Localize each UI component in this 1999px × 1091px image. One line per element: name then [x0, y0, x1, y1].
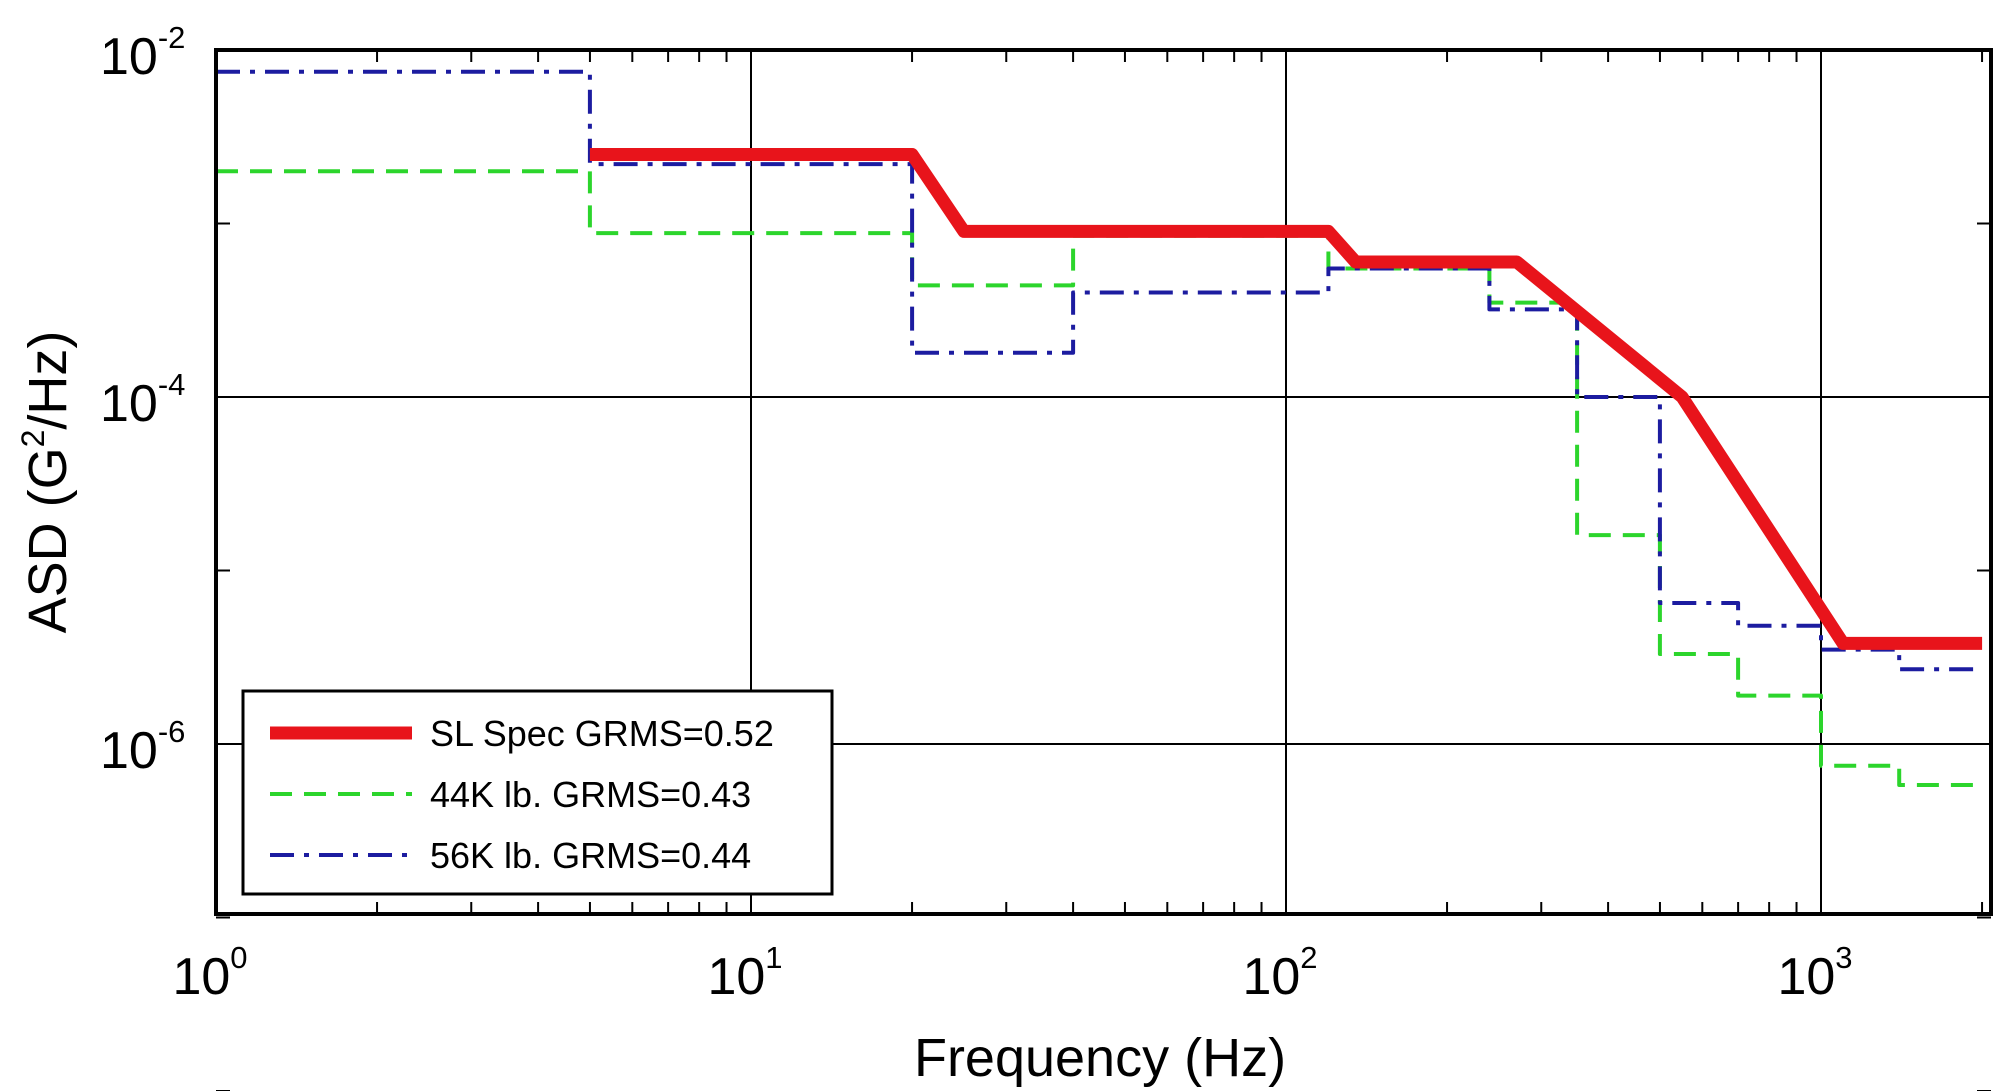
plot-frame — [214, 48, 1993, 916]
y-tick-label: 10-2 — [100, 20, 185, 86]
x-tick-label: 102 — [1242, 940, 1317, 1006]
y-tick-base: 10 — [100, 722, 158, 780]
x-axis-label: Frequency (Hz) — [914, 1028, 1286, 1088]
x-tick-exponent: 3 — [1835, 940, 1852, 975]
x-tick-labels: 100 101 102 103 — [172, 940, 1852, 1006]
legend-label-k44: 44K lb. GRMS=0.43 — [430, 774, 751, 815]
y-axis-label-sup: 2 — [15, 430, 51, 448]
y-tick-label: 10-4 — [100, 367, 185, 433]
series-lines — [216, 69, 1983, 787]
legend: SL Spec GRMS=0.52 44K lb. GRMS=0.43 56K lb… — [241, 689, 834, 896]
y-axis-label-pre: ASD (G — [18, 447, 78, 633]
y-axis-label-post: /Hz) — [18, 331, 78, 430]
x-tick-base: 10 — [172, 948, 230, 1006]
legend-label-k56: 56K lb. GRMS=0.44 — [430, 835, 751, 876]
y-tick-exponent: -4 — [158, 367, 186, 402]
y-tick-labels: 10-610-410-2 — [100, 20, 185, 780]
y-axis-label: ASD (G2/Hz) — [15, 331, 78, 634]
x-tick-label: 103 — [1777, 940, 1852, 1006]
y-tick-base: 10 — [100, 28, 158, 86]
y-tick-label: 10-6 — [100, 714, 185, 780]
x-tick-base: 10 — [1242, 948, 1300, 1006]
y-tick-exponent: -2 — [158, 20, 186, 55]
legend-label-sl-spec: SL Spec GRMS=0.52 — [430, 713, 774, 754]
x-tick-exponent: 0 — [230, 940, 247, 975]
x-tick-base: 10 — [707, 948, 765, 1006]
x-tick-exponent: 2 — [1300, 940, 1317, 975]
x-tick-label: 100 — [172, 940, 247, 1006]
legend-entries: SL Spec GRMS=0.52 44K lb. GRMS=0.43 56K lb… — [270, 713, 774, 876]
x-tick-exponent: 1 — [765, 940, 782, 975]
y-tick-exponent: -6 — [158, 714, 186, 749]
series-line-sl-spec — [589, 148, 1983, 650]
series-line-k56 — [216, 69, 1983, 672]
y-tick-base: 10 — [100, 375, 158, 433]
x-tick-base: 10 — [1777, 948, 1835, 1006]
x-tick-label: 101 — [707, 940, 782, 1006]
